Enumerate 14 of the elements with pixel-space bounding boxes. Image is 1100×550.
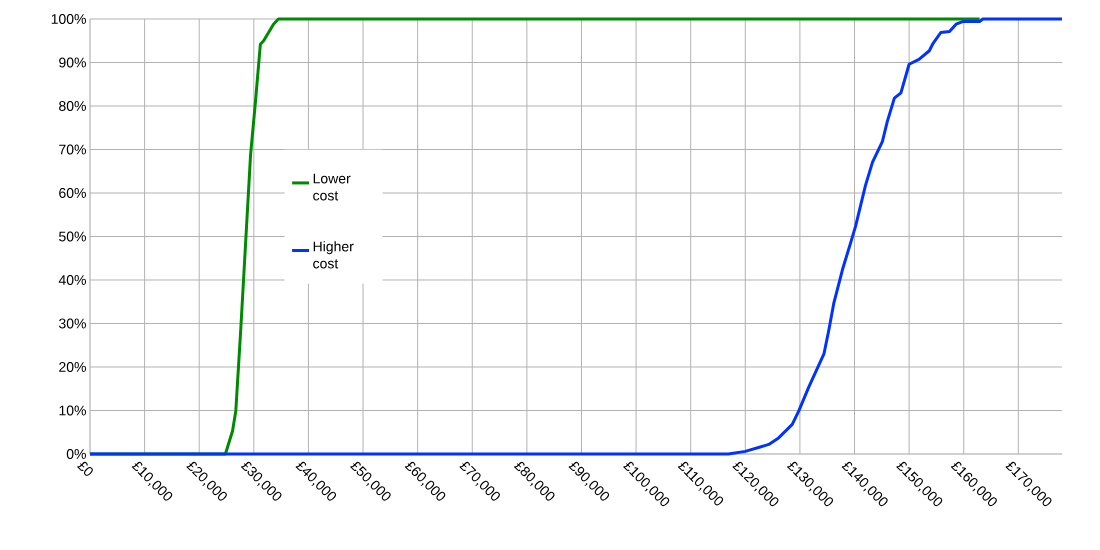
- y-tick-label: 30%: [58, 318, 86, 329]
- legend-label: Higher cost: [313, 241, 354, 269]
- y-tick-label: 40%: [58, 275, 86, 285]
- y-tick-label: 0%: [66, 449, 86, 459]
- x-tick-label: £0: [77, 461, 93, 476]
- y-tick-label: 100%: [51, 14, 86, 24]
- y-tick-label: 90%: [59, 57, 86, 68]
- y-tick-label: 10%: [59, 405, 86, 416]
- y-tick-label: 60%: [59, 188, 86, 198]
- legend-label: Lower cost: [313, 173, 351, 201]
- y-tick-label: 80%: [59, 101, 86, 111]
- y-tick-label: 50%: [59, 231, 86, 242]
- y-tick-label: 70%: [59, 144, 86, 155]
- y-tick-label: 20%: [59, 362, 86, 372]
